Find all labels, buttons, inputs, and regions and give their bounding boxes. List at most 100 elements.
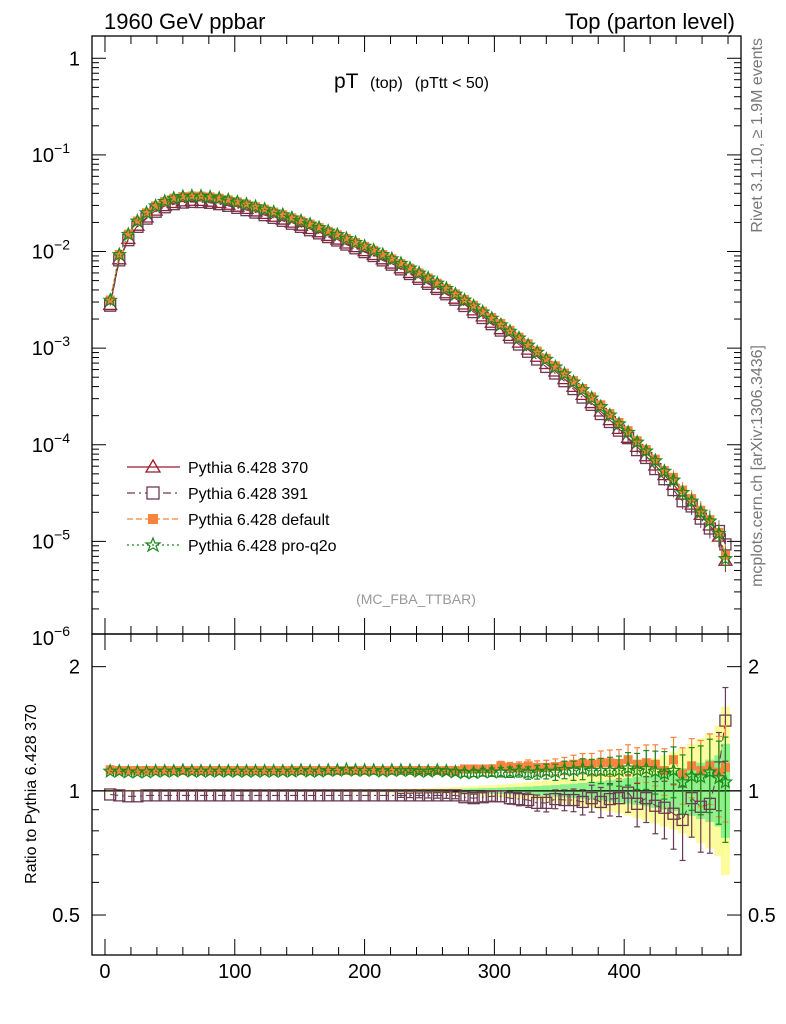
lower-series-group xyxy=(102,686,734,862)
upper-marker-pythia-6-428-pro-q2o xyxy=(384,250,400,266)
lower-marker-pythia-6-428-pro-q2o xyxy=(665,762,682,778)
lower-marker-pythia-6-428-default xyxy=(151,766,161,776)
lower-marker-pythia-6-428-pro-q2o xyxy=(717,773,734,789)
lower-marker-pythia-6-428-pro-q2o xyxy=(647,763,664,778)
upper-marker-pythia-6-428-pro-q2o xyxy=(338,230,355,246)
upper-marker-pythia-6-428-pro-q2o xyxy=(420,270,437,285)
upper-marker-pythia-6-428-pro-q2o xyxy=(302,216,318,231)
upper-series-group xyxy=(102,188,734,573)
x-tick-label: 100 xyxy=(218,961,251,983)
lower-marker-pythia-6-428-391 xyxy=(358,789,371,802)
lower-marker-pythia-6-428-391 xyxy=(258,789,271,802)
upper-marker-pythia-6-428-pro-q2o xyxy=(529,344,545,359)
lower-marker-pythia-6-428-391 xyxy=(149,789,162,802)
upper-marker-pythia-6-428-pro-q2o xyxy=(702,512,718,528)
lower-marker-pythia-6-428-391 xyxy=(331,789,344,802)
upper-marker-pythia-6-428-default xyxy=(287,213,297,223)
upper-marker-pythia-6-428-default xyxy=(541,353,551,363)
upper-marker-pythia-6-428-pro-q2o xyxy=(347,234,364,250)
lower-marker-pythia-6-428-391 xyxy=(122,790,135,803)
upper-marker-pythia-6-428-pro-q2o xyxy=(193,188,209,203)
lower-marker-pythia-6-428-391 xyxy=(621,786,635,799)
upper-y-tick-label-exponent: −6 xyxy=(54,623,70,639)
upper-marker-pythia-6-428-default xyxy=(278,210,288,220)
plot-title-sub1: (top) xyxy=(370,75,403,92)
lower-marker-pythia-6-428-391 xyxy=(113,789,126,802)
upper-marker-pythia-6-428-pro-q2o xyxy=(265,204,282,219)
upper-marker-pythia-6-428-pro-q2o xyxy=(511,329,527,345)
plot-title-main: pT xyxy=(334,70,359,93)
lower-marker-pythia-6-428-default xyxy=(214,766,224,776)
upper-marker-pythia-6-428-default xyxy=(151,201,161,211)
upper-marker-pythia-6-428-pro-q2o xyxy=(293,212,309,228)
upper-y-tick-label-base: 10 xyxy=(32,242,54,264)
upper-axes-group: 110−110−210−310−410−510−6 xyxy=(32,48,741,650)
legend-label-391: Pythia 6.428 391 xyxy=(188,486,308,503)
upper-marker-pythia-6-428-pro-q2o xyxy=(447,286,464,301)
upper-marker-pythia-6-428-pro-q2o xyxy=(565,373,582,389)
legend-marker-391 xyxy=(146,486,160,500)
upper-marker-pythia-6-428-pro-q2o xyxy=(320,223,336,238)
upper-marker-pythia-6-428-default xyxy=(396,259,406,269)
upper-marker-pythia-6-428-pro-q2o xyxy=(693,504,709,519)
lower-marker-pythia-6-428-391 xyxy=(431,789,444,802)
lower-marker-pythia-6-428-391 xyxy=(403,789,417,802)
header-left: 1960 GeV ppbar xyxy=(104,9,265,34)
upper-marker-pythia-6-428-default xyxy=(142,208,152,218)
ratio-uncertainty-band xyxy=(92,706,741,876)
upper-marker-pythia-6-428-pro-q2o xyxy=(602,407,618,422)
upper-marker-pythia-6-428-default xyxy=(487,313,497,323)
upper-marker-pythia-6-428-pro-q2o xyxy=(111,246,127,262)
upper-y-tick-label-exponent: −5 xyxy=(54,526,70,542)
mcplots-reference-label: mcplots.cern.ch [arXiv:1306.3436] xyxy=(749,345,766,587)
x-tick-label: 400 xyxy=(607,961,640,983)
upper-y-tick-label: 10−4 xyxy=(32,430,70,457)
lower-marker-pythia-6-428-391 xyxy=(422,789,435,802)
legend-entry-default: Pythia 6.428 default xyxy=(127,512,330,529)
lower-marker-pythia-6-428-pro-q2o xyxy=(620,760,636,775)
upper-marker-pythia-6-428-default xyxy=(305,219,315,229)
upper-marker-pythia-6-428-pro-q2o xyxy=(665,472,682,487)
lower-marker-pythia-6-428-391 xyxy=(340,789,353,802)
lower-marker-pythia-6-428-391 xyxy=(531,796,544,810)
lower-marker-pythia-6-428-391 xyxy=(503,792,517,805)
upper-marker-pythia-6-428-pro-q2o xyxy=(238,196,255,211)
lower-marker-pythia-6-428-pro-q2o xyxy=(656,765,673,781)
lower-panel: 0.5 0.5 1 1 2 2 Ratio to Pythia 6.428 370 xyxy=(23,633,776,956)
lower-marker-pythia-6-428-default xyxy=(314,766,324,776)
upper-marker-pythia-6-428-pro-q2o xyxy=(574,381,591,397)
upper-marker-pythia-6-428-default xyxy=(514,332,524,342)
lower-marker-pythia-6-428-default xyxy=(260,766,270,776)
lower-marker-pythia-6-428-391 xyxy=(294,789,308,802)
lower-axes-group: 0.5 0.5 1 1 2 2 xyxy=(52,657,776,927)
upper-marker-pythia-6-428-pro-q2o xyxy=(674,484,691,500)
lower-marker-pythia-6-428-default xyxy=(251,766,261,776)
lower-marker-pythia-6-428-391 xyxy=(203,789,217,802)
upper-marker-pythia-6-428-pro-q2o xyxy=(502,323,518,339)
lower-marker-pythia-6-428-391 xyxy=(267,789,280,802)
lower-marker-pythia-6-428-default xyxy=(369,766,379,776)
lower-marker-pythia-6-428-pro-q2o xyxy=(402,762,418,778)
upper-marker-pythia-6-428-default xyxy=(387,254,397,264)
lower-marker-pythia-6-428-391 xyxy=(603,792,617,806)
upper-marker-pythia-6-428-default xyxy=(496,318,506,328)
lower-marker-pythia-6-428-391 xyxy=(303,789,317,802)
upper-line-pythia-6-428-370 xyxy=(109,200,726,561)
upper-marker-pythia-6-428-default xyxy=(350,237,360,247)
upper-marker-pythia-6-428-pro-q2o xyxy=(638,442,654,458)
upper-marker-pythia-6-428-pro-q2o xyxy=(538,351,555,367)
upper-marker-pythia-6-428-pro-q2o xyxy=(102,292,118,307)
lower-marker-pythia-6-428-391 xyxy=(594,795,607,809)
upper-marker-pythia-6-428-default xyxy=(578,384,588,394)
plot-title: pT (top) (pTtt < 50) xyxy=(334,70,489,93)
upper-marker-pythia-6-428-default xyxy=(423,273,433,283)
upper-marker-pythia-6-428-pro-q2o xyxy=(629,434,645,449)
lower-marker-pythia-6-428-pro-q2o xyxy=(711,769,727,785)
upper-y-tick-label-base: 10 xyxy=(32,435,54,457)
lower-marker-pythia-6-428-391 xyxy=(312,789,326,802)
lower-marker-pythia-6-428-391 xyxy=(285,789,299,802)
lower-marker-pythia-6-428-pro-q2o xyxy=(175,762,191,778)
lower-marker-pythia-6-428-pro-q2o xyxy=(683,768,700,783)
upper-marker-pythia-6-428-pro-q2o xyxy=(717,550,734,566)
lower-marker-pythia-6-428-default xyxy=(196,766,206,776)
